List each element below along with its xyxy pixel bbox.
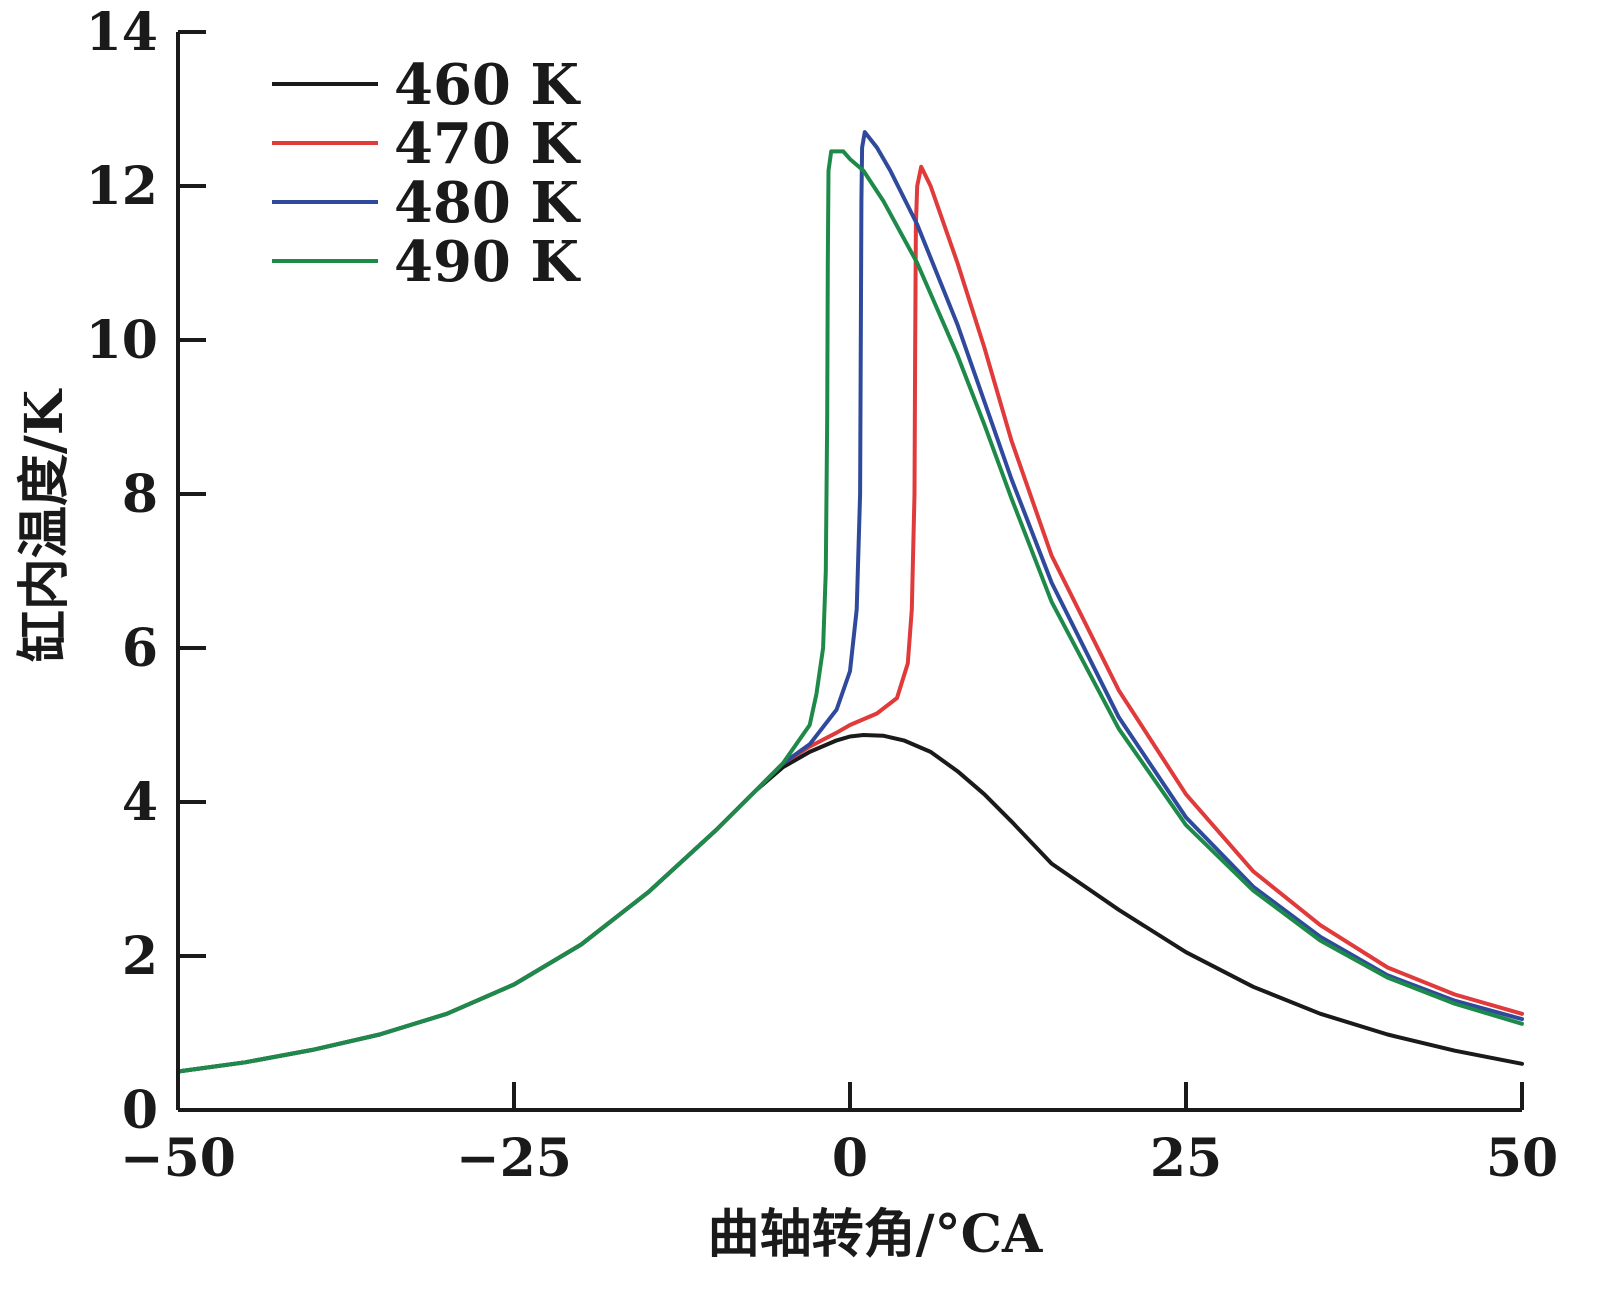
- series-line-480k: [176, 130, 1524, 1074]
- x-tick-label: 50: [1486, 1128, 1558, 1189]
- legend-label: 460 K: [394, 52, 581, 118]
- legend-label: 480 K: [394, 170, 581, 236]
- y-tick-label: 12: [86, 156, 158, 217]
- x-tick-label: −25: [456, 1128, 572, 1189]
- y-tick-label: 14: [86, 2, 158, 63]
- y-tick-label: 6: [122, 618, 158, 679]
- x-tick-label: −50: [120, 1128, 236, 1189]
- x-tick-label: 25: [1150, 1128, 1222, 1189]
- series-layer: [176, 130, 1524, 1074]
- y-tick-label: 10: [86, 310, 158, 371]
- series-line-490k: [176, 149, 1524, 1074]
- legend-label: 470 K: [394, 111, 581, 177]
- legend-label: 490 K: [394, 229, 581, 295]
- x-axis-title: 曲轴转角/°CA: [708, 1204, 1043, 1265]
- y-tick-label: 0: [122, 1080, 158, 1141]
- series-line-460k: [176, 733, 1524, 1074]
- axes-layer: [176, 32, 1522, 1112]
- ticks-layer: 0 2 4 6 8 10 12 14 −50 −25 0 25 50: [86, 2, 1559, 1189]
- y-tick-label: 2: [122, 926, 158, 987]
- y-tick-label: 4: [122, 772, 158, 833]
- y-tick-label: 8: [122, 464, 158, 525]
- x-tick-label: 0: [832, 1128, 868, 1189]
- y-axis-title: 缸内温度/K: [14, 388, 75, 662]
